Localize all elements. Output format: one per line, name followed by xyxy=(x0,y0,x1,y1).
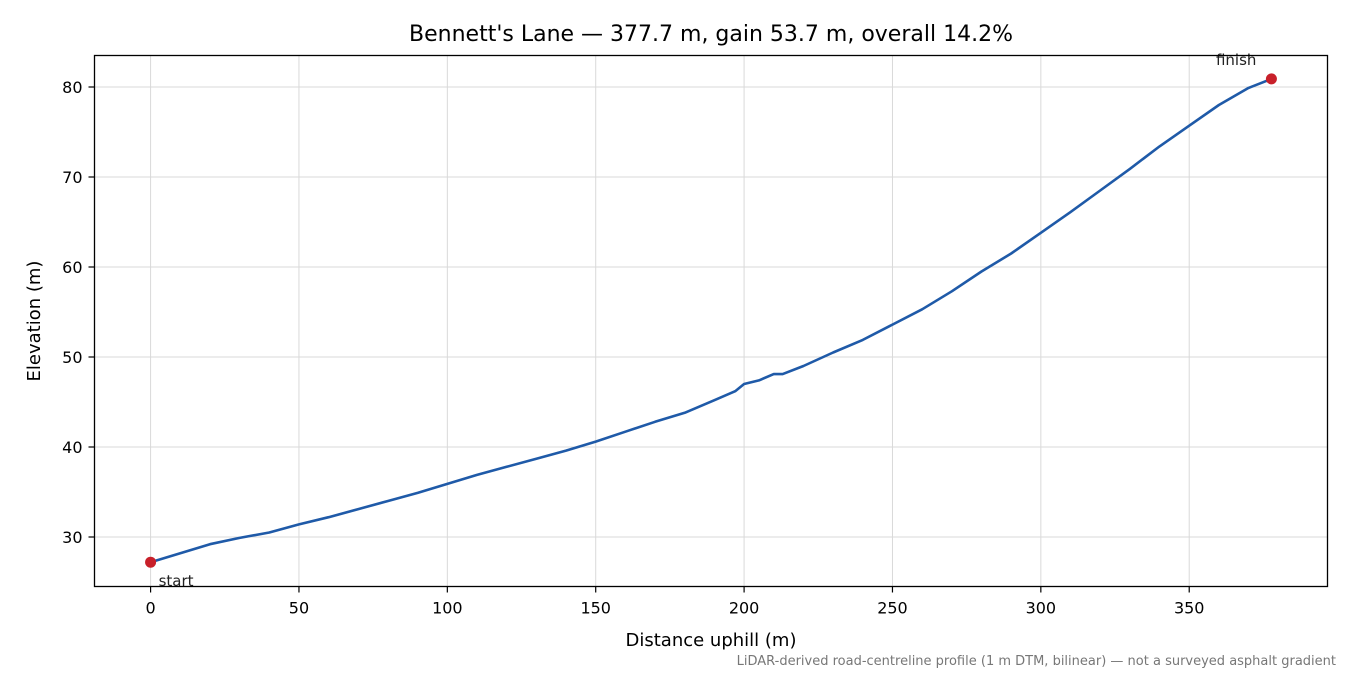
finish-marker xyxy=(1265,73,1277,85)
finish-label: finish xyxy=(1216,51,1256,69)
y-tick-label: 60 xyxy=(62,258,82,277)
x-tick-label: 250 xyxy=(877,599,908,618)
y-tick-label: 40 xyxy=(62,438,82,457)
x-tick-label: 100 xyxy=(432,599,463,618)
plot-frame xyxy=(93,54,1329,588)
y-tick-label: 80 xyxy=(62,78,82,97)
y-axis-label: Elevation (m) xyxy=(24,261,45,382)
x-tick-label: 200 xyxy=(729,599,760,618)
x-tick-label: 350 xyxy=(1174,599,1205,618)
x-axis-ticks: 0 50 100 150 200 250 300 350 xyxy=(145,586,1205,618)
y-tick-label: 50 xyxy=(62,348,82,367)
elevation-line xyxy=(149,77,1273,564)
y-axis-ticks: 30 40 50 60 70 80 xyxy=(62,78,95,547)
y-tick-label: 30 xyxy=(62,528,82,547)
start-marker xyxy=(145,556,157,568)
y-tick-label: 70 xyxy=(62,168,82,187)
x-axis-label: Distance uphill (m) xyxy=(626,630,797,651)
x-tick-label: 0 xyxy=(145,599,155,618)
x-tick-label: 150 xyxy=(580,599,611,618)
x-tick-label: 50 xyxy=(289,599,309,618)
chart-title: Bennett's Lane — 377.7 m, gain 53.7 m, o… xyxy=(409,22,1013,47)
start-label: start xyxy=(159,572,194,590)
footnote: LiDAR-derived road-centreline profile (1… xyxy=(737,654,1336,669)
grid xyxy=(94,55,1328,587)
x-tick-label: 300 xyxy=(1026,599,1057,618)
